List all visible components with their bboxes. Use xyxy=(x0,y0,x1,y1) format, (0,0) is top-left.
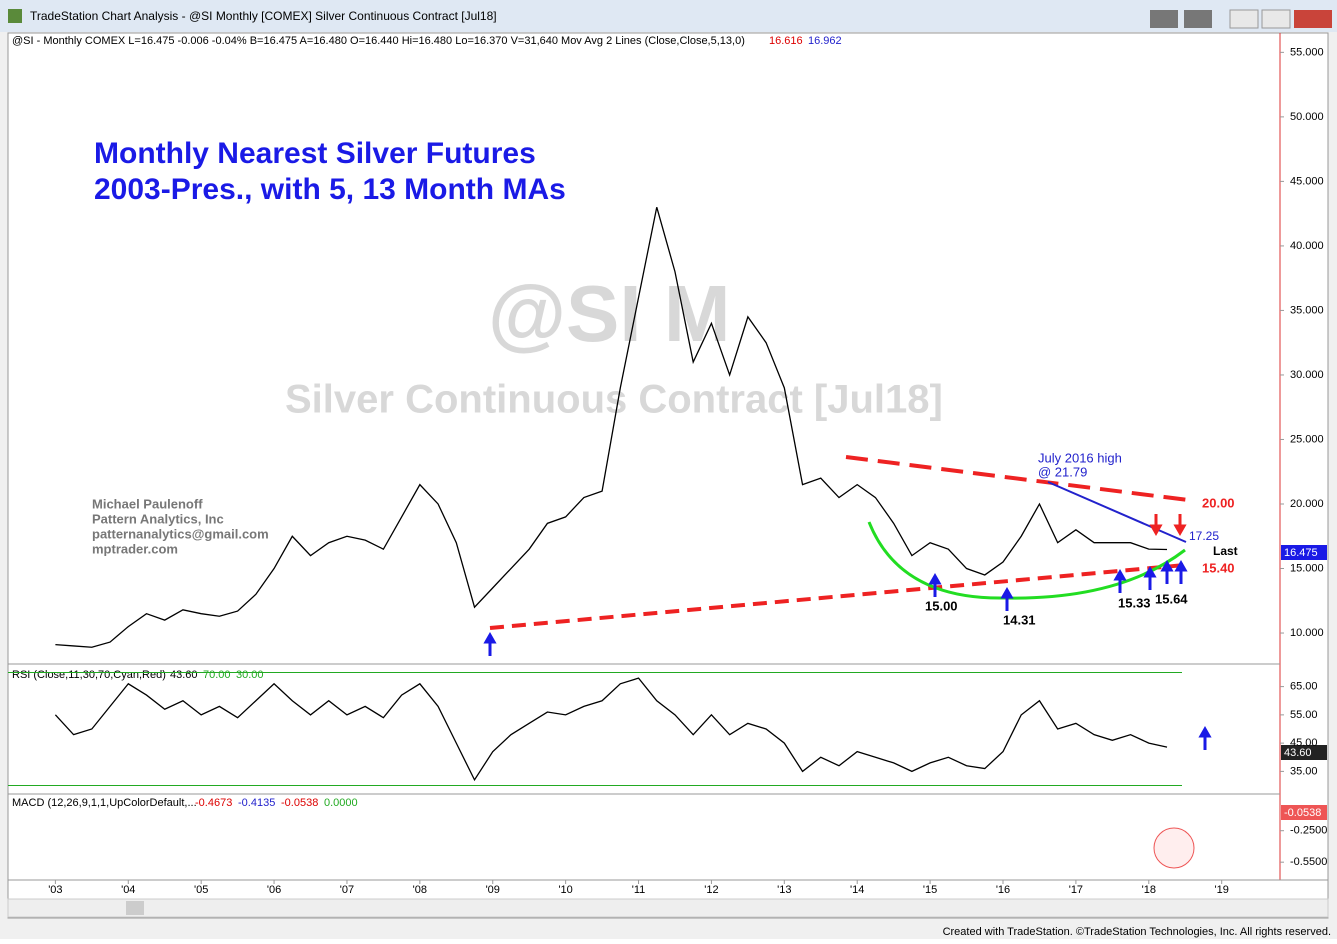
watermark-symbol: @SI M xyxy=(488,269,730,358)
macd-highlight xyxy=(1153,827,1195,869)
y-tick-label: 35.000 xyxy=(1290,304,1324,316)
up-arrow xyxy=(1000,586,1014,611)
level-label: 20.00 xyxy=(1202,495,1235,510)
rsi-last: 43.60 xyxy=(1284,747,1312,759)
x-tick-label: '13 xyxy=(777,884,791,896)
macd-header: MACD (12,26,9,1,1,UpColorDefault,... xyxy=(12,797,197,809)
y-tick-label: 40.000 xyxy=(1290,240,1324,252)
y-tick-label: 15.000 xyxy=(1290,562,1324,574)
symbol-button[interactable] xyxy=(1150,10,1178,28)
heading: Monthly Nearest Silver Futures xyxy=(94,137,536,170)
up-arrow xyxy=(1160,559,1174,584)
x-tick-label: '05 xyxy=(194,884,208,896)
x-tick-label: '16 xyxy=(996,884,1010,896)
x-tick-label: '10 xyxy=(558,884,572,896)
up-arrow xyxy=(1198,725,1212,750)
last-price-box xyxy=(1281,545,1327,560)
up-arrow xyxy=(483,631,497,656)
macd-value: 0.0000 xyxy=(324,797,358,809)
maximize-button[interactable] xyxy=(1261,9,1291,29)
rsi-level: 70.00 xyxy=(203,669,231,681)
y-tick-label: 55.00 xyxy=(1290,709,1318,721)
scrollbar[interactable] xyxy=(7,898,1329,918)
macd-value: -0.4673 xyxy=(195,797,232,809)
macd-last: -0.0538 xyxy=(1284,807,1321,819)
author: patternanalytics@gmail.com xyxy=(92,526,269,541)
up-arrow xyxy=(928,572,942,597)
chart-area xyxy=(7,32,1329,919)
up-arrow xyxy=(1174,559,1188,584)
support-trendline xyxy=(489,563,1186,630)
rsi-header: RSI (Close,11,30,70,Cyan,Red) xyxy=(12,669,166,681)
high-note: @ 21.79 xyxy=(1038,464,1087,479)
title-bar xyxy=(0,0,1337,32)
price-header: @SI - Monthly COMEX L=16.475 -0.006 -0.0… xyxy=(12,35,745,47)
window-title: TradeStation Chart Analysis - @SI Monthl… xyxy=(30,9,497,23)
level-label: 15.40 xyxy=(1202,560,1235,575)
y-tick-label: 55.000 xyxy=(1290,46,1324,58)
low-label: 15.33 xyxy=(1118,595,1151,610)
y-tick-label: 35.00 xyxy=(1290,765,1318,777)
rsi-last-box xyxy=(1281,745,1327,760)
x-tick-label: '06 xyxy=(267,884,281,896)
macd-value: -0.4135 xyxy=(238,797,275,809)
low-label: 15.64 xyxy=(1155,591,1188,606)
rsi-level: 30.00 xyxy=(236,669,264,681)
low-label: 14.31 xyxy=(1003,612,1036,627)
indicator-button[interactable] xyxy=(1184,10,1212,28)
footer: Created with TradeStation. ©TradeStation… xyxy=(943,926,1331,938)
minimize-button[interactable] xyxy=(1229,9,1259,29)
last-price: 16.475 xyxy=(1284,547,1318,559)
last-label: Last xyxy=(1213,544,1238,558)
ma13-value: 16.962 xyxy=(808,35,842,47)
y-tick-label: 45.00 xyxy=(1290,737,1318,749)
up-arrow xyxy=(1143,565,1157,590)
rsi-value: 43.60 xyxy=(170,669,198,681)
macd-value: -0.0538 xyxy=(281,797,318,809)
x-tick-label: '07 xyxy=(340,884,354,896)
x-tick-label: '15 xyxy=(923,884,937,896)
x-tick-label: '08 xyxy=(413,884,427,896)
up-arrow xyxy=(1113,568,1127,593)
heading: 2003-Pres., with 5, 13 Month MAs xyxy=(94,173,566,206)
x-tick-label: '18 xyxy=(1142,884,1156,896)
macd-last-box xyxy=(1281,805,1327,820)
x-tick-label: '14 xyxy=(850,884,864,896)
author: Pattern Analytics, Inc xyxy=(92,511,224,526)
series-line xyxy=(55,207,1168,648)
x-tick-label: '04 xyxy=(121,884,135,896)
x-tick-label: '19 xyxy=(1215,884,1229,896)
down-arrows xyxy=(1149,514,1187,537)
high-note: July 2016 high xyxy=(1038,450,1122,465)
scroll-thumb[interactable] xyxy=(126,901,144,915)
x-tick-label: '17 xyxy=(1069,884,1083,896)
y-tick-label: 65.00 xyxy=(1290,681,1318,693)
low-label: 15.00 xyxy=(925,598,958,613)
x-tick-label: '09 xyxy=(486,884,500,896)
x-tick-label: '12 xyxy=(704,884,718,896)
resistance-trendline xyxy=(845,455,1189,502)
y-tick-label: 45.000 xyxy=(1290,175,1324,187)
watermark-name: Silver Continuous Contract [Jul18] xyxy=(285,378,943,422)
y-tick-label: 20.000 xyxy=(1290,498,1324,510)
author: Michael Paulenoff xyxy=(92,496,203,511)
y-tick-label: -0.5500 xyxy=(1290,856,1327,868)
y-tick-label: 25.000 xyxy=(1290,433,1324,445)
x-tick-label: '11 xyxy=(632,884,646,896)
app-icon xyxy=(8,9,22,23)
level-label: 17.25 xyxy=(1189,529,1219,543)
y-tick-label: 10.000 xyxy=(1290,627,1324,639)
close-button[interactable] xyxy=(1294,10,1332,28)
x-tick-label: '03 xyxy=(48,884,62,896)
y-tick-label: 30.000 xyxy=(1290,369,1324,381)
series-line xyxy=(54,677,1168,782)
y-tick-label: 50.000 xyxy=(1290,111,1324,123)
author: mptrader.com xyxy=(92,541,178,556)
y-tick-label: -0.2500 xyxy=(1290,825,1327,837)
ma5-value: 16.616 xyxy=(769,35,803,47)
july-high-trendline xyxy=(1047,481,1187,543)
